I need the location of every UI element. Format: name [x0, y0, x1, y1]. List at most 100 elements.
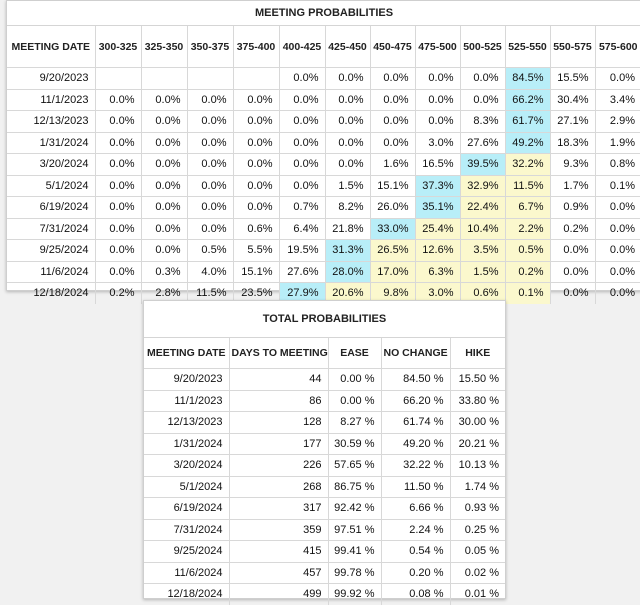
probability-cell: 30.4%: [550, 88, 596, 111]
probability-cell: 0.0%: [141, 110, 188, 132]
table-row: 1/31/2024 177 30.59 % 49.20 % 20.21 %: [144, 432, 505, 455]
ease-cell: 8.27 %: [328, 411, 382, 433]
meeting-date-cell: 3/20/2024: [7, 153, 96, 175]
probability-cell: 31.3%: [325, 239, 371, 261]
days-to-meeting-cell: 128: [229, 411, 329, 433]
probability-cell: 0.9%: [550, 196, 596, 218]
no-change-cell: 0.20 %: [381, 561, 451, 584]
probability-cell: 0.0%: [325, 153, 371, 175]
total-probabilities-panel: TOTAL PROBABILITIES MEETING DATE DAYS TO …: [143, 300, 506, 605]
probability-cell: 0.0%: [187, 110, 234, 132]
meeting-date-cell: 9/20/2023: [7, 67, 96, 89]
days-to-meeting-cell: 317: [229, 497, 329, 519]
probability-cell: 0.0%: [460, 67, 506, 89]
probability-cell: 0.0%: [370, 67, 416, 89]
probability-cell: 0.3%: [141, 260, 188, 283]
column-header-rate-range: 525-550: [505, 26, 551, 68]
probability-cell: 0.0%: [141, 174, 188, 197]
probability-cell: 32.9%: [460, 174, 506, 197]
probability-cell: 0.0%: [95, 153, 142, 175]
probability-cell: 1.9%: [595, 131, 640, 154]
probability-cell: 2.9%: [595, 110, 640, 132]
probability-cell: 0.2%: [95, 282, 142, 304]
probability-cell: 0.0%: [595, 196, 640, 218]
probability-cell: 16.5%: [415, 153, 461, 175]
probability-cell: 27.6%: [460, 131, 506, 154]
meeting-date-cell: 11/6/2024: [144, 561, 230, 584]
column-header-rate-range: 450-475: [370, 26, 416, 68]
hike-cell: 1.74 %: [450, 475, 505, 498]
probability-cell: 0.0%: [279, 88, 326, 111]
no-change-cell: 66.20 %: [381, 389, 451, 412]
probability-cell: 0.0%: [141, 196, 188, 218]
probability-cell: 15.1%: [370, 174, 416, 197]
ease-cell: 57.65 %: [328, 454, 382, 476]
hike-cell: 0.05 %: [450, 540, 505, 562]
probability-cell: 33.0%: [370, 217, 416, 240]
probability-cell: 15.1%: [233, 260, 280, 283]
meeting-date-cell: 12/18/2024: [144, 583, 230, 605]
probability-cell: 35.1%: [415, 196, 461, 218]
no-change-cell: 11.50 %: [381, 475, 451, 498]
probability-cell: 84.5%: [505, 67, 551, 89]
probability-cell: 6.7%: [505, 196, 551, 218]
probability-cell: 0.0%: [233, 131, 280, 154]
hike-cell: 10.13 %: [450, 454, 505, 476]
meeting-date-cell: 11/1/2023: [144, 389, 230, 412]
no-change-cell: 84.50 %: [381, 368, 451, 390]
probability-cell: 0.0%: [233, 153, 280, 175]
probability-cell: 0.0%: [141, 131, 188, 154]
probability-cell: [95, 67, 142, 89]
table-row: 9/25/2024 415 99.41 % 0.54 % 0.05 %: [144, 540, 505, 562]
probability-cell: 0.0%: [279, 153, 326, 175]
hike-cell: 0.02 %: [450, 561, 505, 584]
probability-cell: 49.2%: [505, 131, 551, 154]
probability-cell: 26.0%: [370, 196, 416, 218]
probability-cell: 0.0%: [141, 88, 188, 111]
probability-cell: 0.0%: [233, 110, 280, 132]
probability-cell: 61.7%: [505, 110, 551, 132]
probability-cell: 0.0%: [595, 282, 640, 304]
hike-cell: 20.21 %: [450, 432, 505, 455]
probability-cell: 1.5%: [325, 174, 371, 197]
table-row: 6/19/2024 317 92.42 % 6.66 % 0.93 %: [144, 497, 505, 519]
probability-cell: 39.5%: [460, 153, 506, 175]
probability-cell: 28.0%: [325, 260, 371, 283]
table-row: 9/20/2023 44 0.00 % 84.50 % 15.50 %: [144, 368, 505, 390]
probability-cell: 0.0%: [550, 282, 596, 304]
probability-cell: 0.5%: [187, 239, 234, 261]
probability-cell: 0.0%: [141, 239, 188, 261]
table-row: 11/1/2023 86 0.00 % 66.20 % 33.80 %: [144, 389, 505, 412]
column-header-rate-range: 575-600: [598, 40, 638, 53]
probability-cell: 0.0%: [415, 67, 461, 89]
probability-cell: 0.0%: [279, 67, 326, 89]
probability-cell: 3.0%: [415, 282, 461, 304]
probability-cell: 2.8%: [141, 282, 188, 304]
table-row: 12/18/2024 499 99.92 % 0.08 % 0.01 %: [144, 583, 505, 605]
probability-cell: 0.8%: [595, 153, 640, 175]
table-row: 11/6/2024 0.0% 0.3% 4.0% 15.1% 27.6% 28.0% 17.0…: [7, 260, 640, 283]
probability-cell: 0.0%: [325, 67, 371, 89]
probability-cell: [233, 67, 280, 89]
probability-cell: 0.0%: [233, 196, 280, 218]
meeting-date-cell: 11/1/2023: [7, 88, 96, 111]
hike-cell: 15.50 %: [450, 368, 505, 390]
meeting-date-cell: 12/13/2023: [144, 411, 230, 433]
ease-cell: 86.75 %: [328, 475, 382, 498]
table-row: 3/20/2024 226 57.65 % 32.22 % 10.13 %: [144, 454, 505, 476]
probability-cell: 19.5%: [279, 239, 326, 261]
ease-cell: 97.51 %: [328, 518, 382, 541]
probability-cell: 1.5%: [460, 260, 506, 283]
table-row: 3/20/2024 0.0% 0.0% 0.0% 0.0% 0.0% 0.0% 1.6% 16.…: [7, 153, 640, 175]
probability-cell: 0.0%: [415, 110, 461, 132]
table-row: 5/1/2024 268 86.75 % 11.50 % 1.74 %: [144, 475, 505, 498]
probability-cell: 0.0%: [141, 217, 188, 240]
table-row: 11/6/2024 457 99.78 % 0.20 % 0.02 %: [144, 561, 505, 584]
probability-cell: 9.3%: [550, 153, 596, 175]
no-change-cell: 2.24 %: [381, 518, 451, 541]
days-to-meeting-cell: 226: [229, 454, 329, 476]
probability-cell: 0.0%: [187, 88, 234, 111]
probability-cell: 32.2%: [505, 153, 551, 175]
probability-cell: 0.0%: [233, 174, 280, 197]
no-change-cell: 61.74 %: [381, 411, 451, 433]
